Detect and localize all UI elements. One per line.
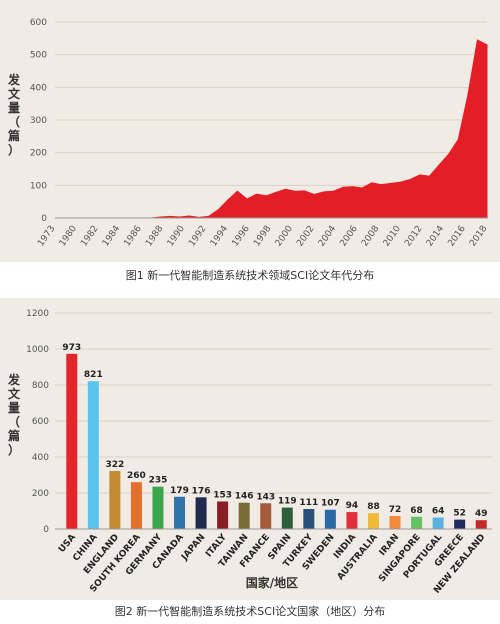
y-axis-title-char: 文 [8,386,21,401]
y-tick-label: 200 [30,149,47,159]
y-axis-title-char: 篇 [8,128,20,143]
x-tick-label: 2002 [295,224,316,248]
y-tick-label: 1000 [26,345,49,355]
country-distribution-chart: 020040060080010001200973USA821CHINA322EN… [7,309,492,596]
y-tick-label: 600 [30,18,47,28]
y-tick-label: 600 [32,417,49,427]
bar [432,517,444,529]
y-axis-title-char: ） [8,142,20,157]
chart2-caption: 图2 新一代智能制造系统技术SCI论文国家（地区）分布 [114,605,386,618]
x-tick-label: 1982 [79,224,100,248]
x-tick-label: 1998 [252,224,273,249]
area-series [55,39,488,219]
bar [367,513,379,529]
value-label: 94 [346,501,359,511]
x-tick-label: 1992 [187,224,208,248]
y-tick-label: 1200 [26,309,49,319]
value-label: 52 [453,509,466,519]
bar [281,507,293,529]
bar [411,516,423,529]
x-tick-label: 2018 [468,224,489,249]
value-label: 179 [170,486,189,496]
bar [260,503,272,529]
value-label: 72 [389,505,402,515]
bar [303,509,315,529]
chart2-panel: 0 200 400 600 800 1000 1200 973 USA 821 CHINA 322 EN… [0,298,500,600]
chart1-panel: 0 100 200 300 400 500 600 1973 1980 1982 1984 1986 1… [0,0,500,262]
y-axis-title-char: 量 [8,401,20,415]
x-tick-label: 2012 [403,224,424,248]
bar [346,512,358,529]
y-axis-title-char: ） [8,442,20,457]
x-tick-label: 1996 [231,224,252,249]
x-tick-label: 2014 [425,224,446,249]
bar [87,381,99,529]
value-label: 821 [84,370,103,380]
y-tick-label: 200 [32,489,49,499]
x-tick-label: 1994 [209,224,230,249]
value-label: 260 [127,471,146,481]
x-tick-label: 1988 [144,224,165,249]
x-tick-label: 2004 [317,224,338,249]
x-tick-label: 1984 [101,224,122,249]
bar [195,497,207,529]
bar [389,516,401,529]
value-label: 973 [62,343,81,353]
bar [109,471,121,529]
y-tick-label: 800 [32,381,49,391]
y-tick-label: 400 [30,83,47,93]
y-tick-label: 300 [30,116,47,126]
value-label: 88 [367,502,380,512]
x-axis-title: 国家/地区 [246,575,298,590]
bar [66,353,78,529]
x-tick-label: 1980 [58,224,79,249]
bar [130,482,142,529]
y-axis-title-char: （ [8,114,20,129]
value-label: 143 [256,492,275,502]
y-axis-title-char: 篇 [8,428,20,443]
y-tick-label: 400 [32,453,49,463]
x-tick-label: 2006 [339,224,360,249]
chart1-caption: 图1 新一代智能制造系统技术领域SCI论文年代分布 [125,269,375,282]
bar [174,496,186,529]
x-tick-label: 1986 [123,224,144,249]
x-tick-label: 2008 [360,224,381,249]
y-tick-label: 100 [30,181,47,191]
bar [238,502,250,529]
bar [454,519,466,529]
x-tick-label: 1990 [166,224,187,249]
value-label: 235 [149,476,168,486]
y-axis-title-char: （ [8,414,20,429]
value-label: 111 [299,498,318,508]
bar [217,501,229,529]
bar [475,520,487,529]
y-axis-title-char: 文 [8,86,21,101]
value-label: 322 [105,460,124,470]
value-label: 64 [432,506,445,516]
value-label: 119 [278,497,297,507]
value-label: 107 [321,499,340,509]
y-tick-label: 500 [30,51,47,61]
y-axis-title-char: 发 [7,372,21,387]
x-tick-label: 2016 [447,224,468,249]
x-tick-label: 2010 [382,224,403,249]
y-tick-label: 0 [43,525,49,535]
value-label: 146 [235,492,254,502]
value-label: 49 [475,509,488,519]
y-tick-label: 0 [41,214,47,224]
value-label: 68 [410,506,423,516]
bar [152,486,164,529]
bar [324,509,336,529]
value-label: 153 [213,490,232,500]
x-tick-label: 1973 [36,224,57,248]
y-axis-title-char: 量 [8,101,20,115]
y-axis-title-char: 发 [7,72,21,87]
x-tick-label: 2000 [274,224,295,249]
value-label: 176 [192,486,211,496]
